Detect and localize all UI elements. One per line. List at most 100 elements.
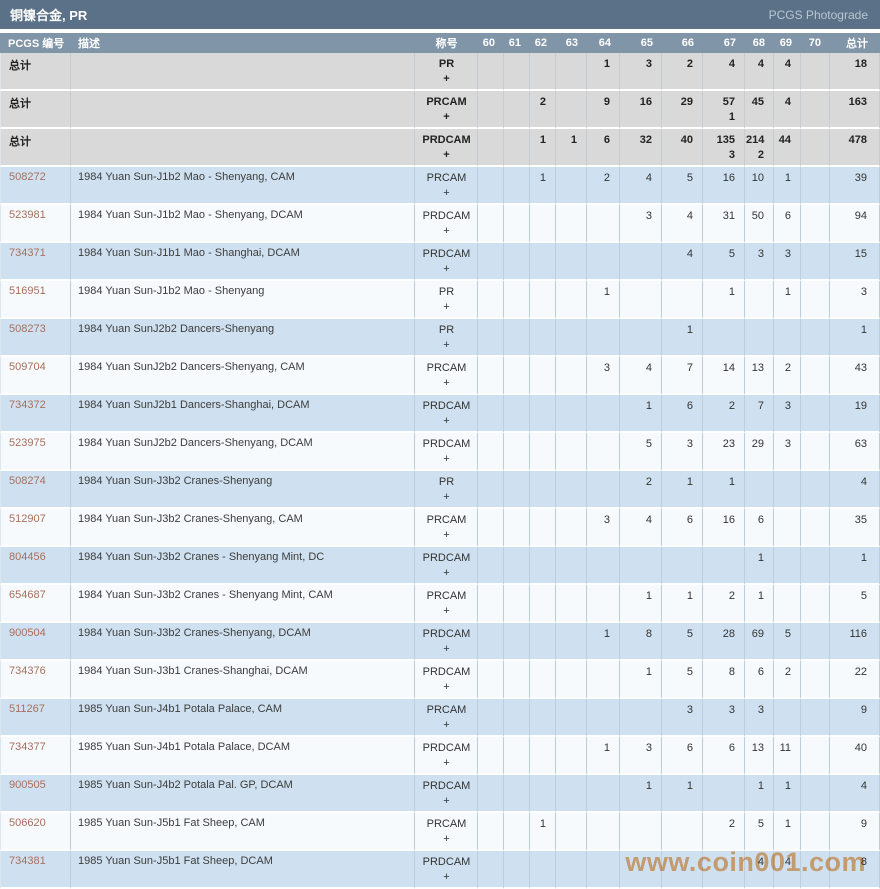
grade-count: 2: [784, 362, 791, 374]
pcgs-number-link[interactable]: 516951: [9, 285, 46, 297]
grade-cell: 214 2: [745, 129, 774, 167]
grade-count: 1: [645, 400, 652, 412]
pcgs-number-link[interactable]: 511267: [9, 703, 45, 715]
designation-cell: PRDCAM +: [415, 205, 478, 243]
grade-count: 4: [645, 172, 652, 184]
grade-count: 1: [784, 172, 791, 184]
plus-label: +: [443, 605, 450, 617]
grade-plus-count: 2: [757, 149, 764, 161]
grade-count: [505, 741, 520, 756]
grade-count: 9: [603, 96, 610, 108]
description-cell: 1984 Yuan SunJ2b2 Dancers-Shenyang: [71, 319, 415, 357]
grade-cell: [556, 775, 587, 813]
pcgs-number-link[interactable]: 734372: [9, 399, 46, 411]
pcgs-number-link[interactable]: 654687: [9, 589, 46, 601]
grade-cell: [587, 813, 620, 851]
description-cell: 1984 Yuan Sun-J1b2 Mao - Shenyang, DCAM: [71, 205, 415, 243]
pcgs-number-link[interactable]: 734381: [9, 855, 46, 867]
grade-count: [557, 475, 577, 490]
grade-plus-count: [746, 224, 764, 239]
photograde-link[interactable]: PCGS Photograde: [768, 7, 868, 22]
grade-cell: [504, 129, 530, 167]
grade-count: [621, 247, 652, 262]
pcgs-number-link[interactable]: 523975: [9, 437, 46, 449]
pcgs-number-link[interactable]: 900504: [9, 627, 46, 639]
total-label-cell: 总计: [0, 53, 71, 91]
grade-cell: 1: [587, 281, 620, 319]
grade-plus-count: [802, 186, 820, 201]
coin-description: 1984 Yuan Sun-J3b2 Cranes - Shenyang Min…: [78, 589, 333, 601]
grade-plus-count: [479, 224, 494, 239]
grade-plus-count: [505, 186, 520, 201]
grade-plus-count: [663, 186, 693, 201]
grade-plus-count: [505, 680, 520, 695]
coin-description: 1985 Yuan Sun-J4b1 Potala Palace, DCAM: [78, 741, 290, 753]
pcgs-number-link[interactable]: 900505: [9, 779, 46, 791]
grade-plus-count: [746, 338, 764, 353]
grade-count: [557, 817, 577, 832]
grade-plus-count: [479, 528, 494, 543]
pcgs-number-link[interactable]: 508274: [9, 475, 46, 487]
pcgs-number-link[interactable]: 506620: [9, 817, 46, 829]
row-total: 94: [854, 210, 867, 222]
grade-cell: [801, 319, 830, 357]
grade-cell: [774, 699, 801, 737]
grade-cell: [504, 623, 530, 661]
grade-plus-count: [775, 186, 791, 201]
grade-count: [531, 247, 546, 262]
grade-plus-count: [531, 452, 546, 467]
grade-plus-count: [557, 528, 577, 543]
grade-count: 8: [728, 666, 735, 678]
grade-cell: [801, 357, 830, 395]
pcgs-number-link[interactable]: 509704: [9, 361, 46, 373]
grade-count: [479, 209, 494, 224]
grade-count: 3: [784, 248, 791, 260]
coin-description: 1984 Yuan Sun-J3b2 Cranes-Shenyang, CAM: [78, 513, 303, 525]
grade-cell: 2: [774, 661, 801, 699]
grade-cell: [745, 281, 774, 319]
pcgs-number-link[interactable]: 523981: [9, 209, 46, 221]
grade-plus-count: [479, 72, 494, 87]
pcgs-number-link[interactable]: 508272: [9, 171, 46, 183]
pcgs-number-link[interactable]: 734371: [9, 247, 46, 259]
pcgs-number-link[interactable]: 508273: [9, 323, 46, 335]
table-row: 734371 1984 Yuan Sun-J1b1 Mao - Shanghai,…: [0, 243, 880, 281]
designation-label: PRDCAM: [422, 856, 471, 868]
grade-cell: [556, 433, 587, 471]
grade-count: 4: [645, 514, 652, 526]
pcgs-number-link[interactable]: 734376: [9, 665, 46, 677]
grade-cell: 1: [587, 737, 620, 775]
grade-plus-count: [621, 376, 652, 391]
grade-cell: [530, 281, 556, 319]
description-cell: 1985 Yuan Sun-J5b1 Fat Sheep, DCAM: [71, 851, 415, 889]
grade-count: [557, 57, 577, 72]
designation-label: PRCAM: [426, 172, 467, 184]
pcgs-number-link[interactable]: 804456: [9, 551, 46, 563]
grade-count: [621, 855, 652, 870]
row-total: 35: [854, 514, 867, 526]
grade-count: [746, 475, 764, 490]
designation-cell: PR +: [415, 281, 478, 319]
grade-cell: [801, 661, 830, 699]
grade-plus-count: [557, 262, 577, 277]
grade-count: [588, 437, 610, 452]
grade-count: [588, 551, 610, 566]
grade-count: [775, 703, 791, 718]
grade-plus-count: [621, 262, 652, 277]
grade-cell: [556, 699, 587, 737]
coin-description: 1984 Yuan Sun-J1b1 Mao - Shanghai, DCAM: [78, 247, 300, 259]
table-row: 512907 1984 Yuan Sun-J3b2 Cranes-Shenyang…: [0, 509, 880, 547]
grade-count: 7: [757, 400, 764, 412]
pcgs-number-link[interactable]: 734377: [9, 741, 46, 753]
column-header-3: 60: [478, 33, 504, 53]
grade-count: [531, 361, 546, 376]
grade-cell: 10: [745, 167, 774, 205]
grade-cell: 29: [745, 433, 774, 471]
designation-cell: PRDCAM +: [415, 433, 478, 471]
grade-plus-count: [704, 414, 735, 429]
plus-label: +: [443, 871, 450, 883]
pcgs-number-link[interactable]: 512907: [9, 513, 46, 525]
grade-cell: [530, 661, 556, 699]
grade-plus-count: [704, 718, 735, 733]
grade-count: [621, 551, 652, 566]
